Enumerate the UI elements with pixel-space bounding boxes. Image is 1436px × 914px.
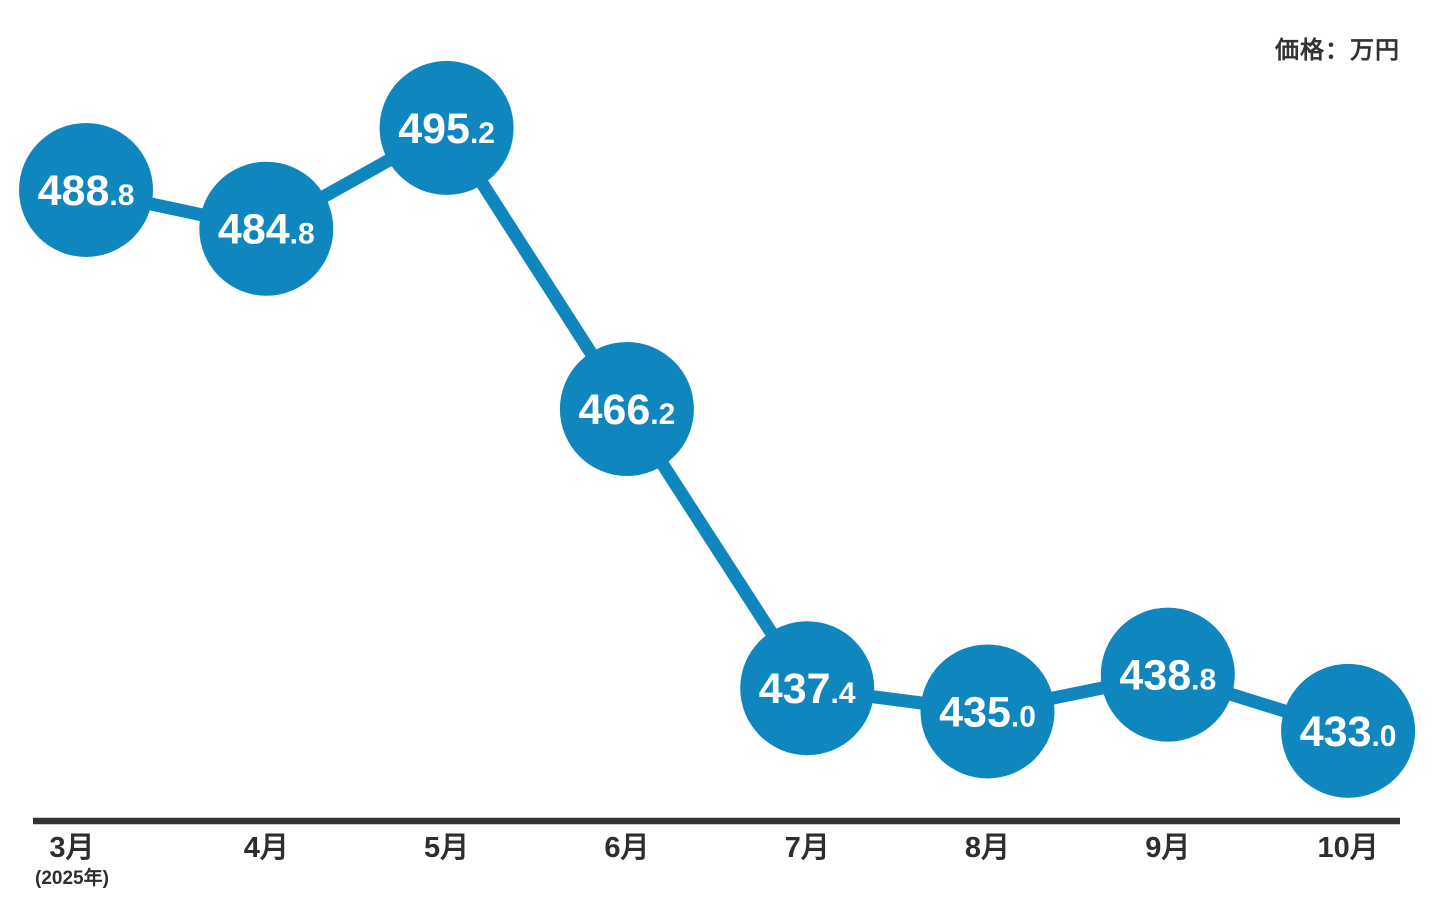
value-label: 484.8 <box>218 206 315 254</box>
data-point: 433.0 <box>1281 663 1416 798</box>
x-axis-label: 8月 <box>965 832 1010 864</box>
value-label: 435.0 <box>939 688 1036 736</box>
x-axis-label: 3月 <box>49 832 94 864</box>
x-axis-label: 5月 <box>424 832 469 864</box>
x-axis-year-note: (2025年) <box>35 866 109 889</box>
data-point-marker <box>199 161 334 296</box>
value-label: 433.0 <box>1300 708 1397 756</box>
data-point-marker <box>1100 607 1235 742</box>
value-label: 466.2 <box>579 386 676 434</box>
data-point: 437.4 <box>740 621 875 756</box>
data-point-marker <box>19 122 153 257</box>
data-point: 438.8 <box>1100 607 1235 742</box>
x-axis-label: 4月 <box>244 832 289 864</box>
value-label: 495.2 <box>398 105 495 153</box>
x-axis-label: 9月 <box>1145 832 1190 864</box>
x-axis-label: 10月 <box>1317 832 1378 864</box>
data-point-marker <box>740 621 875 756</box>
data-point-marker <box>559 342 694 477</box>
data-point: 488.8 <box>19 122 153 257</box>
data-point: 466.2 <box>559 342 694 477</box>
data-point-marker <box>920 644 1055 779</box>
data-point: 484.8 <box>199 161 334 296</box>
unit-label: 価格：万円 <box>1275 37 1400 64</box>
value-label: 488.8 <box>38 167 135 215</box>
data-point: 495.2 <box>379 60 514 195</box>
data-point-marker <box>1281 663 1416 798</box>
data-point-marker <box>379 60 514 195</box>
value-label: 438.8 <box>1119 652 1216 700</box>
value-label: 437.4 <box>759 665 856 713</box>
data-point: 435.0 <box>920 644 1055 779</box>
x-axis-label: 6月 <box>604 832 649 864</box>
x-axis-label: 7月 <box>785 832 830 864</box>
